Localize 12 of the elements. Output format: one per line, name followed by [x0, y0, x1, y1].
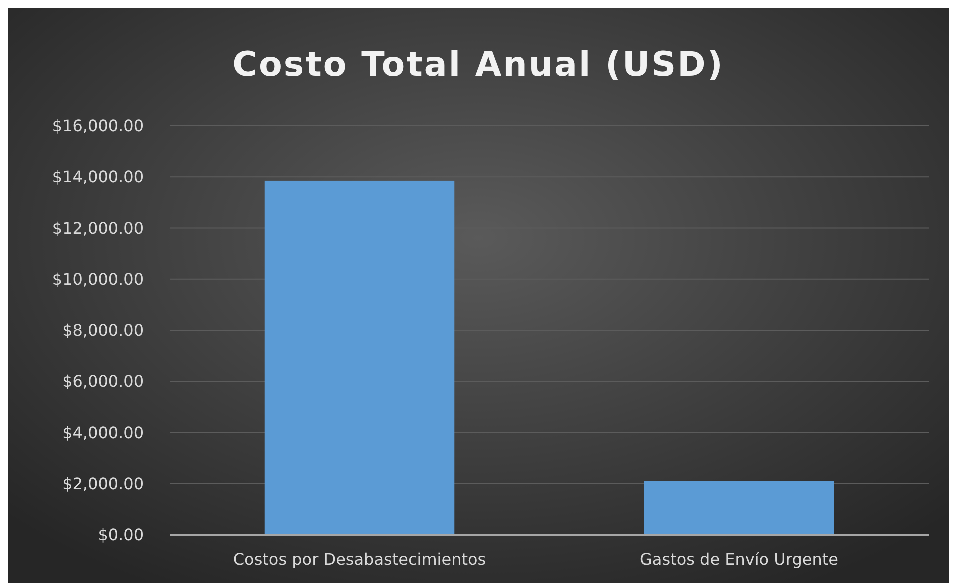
- y-tick-label: $8,000.00: [62, 321, 144, 340]
- y-tick-label: $6,000.00: [62, 372, 144, 392]
- y-tick-label: $0.00: [98, 526, 144, 545]
- y-tick-label: $16,000.00: [52, 116, 144, 136]
- x-tick-label: Costos por Desabastecimientos: [233, 550, 486, 569]
- x-tick-label: Gastos de Envío Urgente: [640, 550, 838, 569]
- y-tick-label: $4,000.00: [62, 423, 144, 442]
- y-tick-label: $12,000.00: [52, 218, 144, 238]
- y-tick-label: $14,000.00: [52, 168, 144, 187]
- y-tick-label: $10,000.00: [52, 270, 144, 289]
- chart-title: Costo Total Anual (USD): [232, 45, 724, 85]
- y-tick-label: $2,000.00: [62, 474, 144, 494]
